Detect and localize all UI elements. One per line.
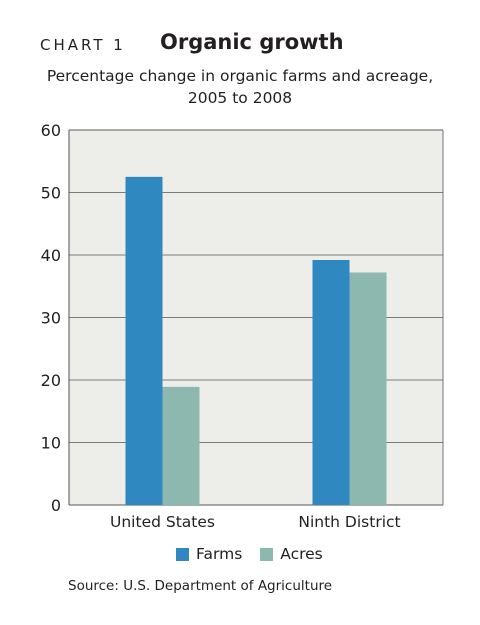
chart-number-label: CHART 1 (40, 36, 126, 54)
legend-swatch-farms (176, 547, 189, 561)
legend: Farms Acres (176, 545, 341, 563)
y-tick-label-60: 60 (41, 121, 61, 140)
bar-acres-ninth-district (349, 272, 387, 505)
y-tick-label-40: 40 (41, 246, 61, 265)
legend-swatch-acres (260, 547, 274, 561)
legend-label-farms: Farms (196, 545, 243, 563)
legend-item-acres: Acres (260, 545, 323, 563)
source-note: Source: U.S. Department of Agriculture (68, 578, 333, 594)
chart-subtitle-line2: 2005 to 2008 (187, 89, 293, 107)
y-tick-label-20: 20 (41, 371, 61, 390)
bar-acres-united-states (162, 386, 200, 505)
bar-farms-ninth-district (312, 260, 350, 505)
x-tick-label-united-states: United States (110, 513, 215, 531)
legend-label-acres: Acres (280, 545, 323, 563)
legend-item-farms: Farms (176, 545, 242, 563)
chart-title: Organic growth (160, 30, 344, 54)
y-tick-label-0: 0 (51, 496, 61, 515)
y-tick-label-50: 50 (41, 184, 61, 203)
chart-subtitle-line1: Percentage change in organic farms and a… (46, 67, 434, 85)
y-tick-label-10: 10 (41, 434, 61, 453)
x-tick-label-ninth-district: Ninth District (298, 513, 400, 531)
y-tick-label-30: 30 (41, 309, 61, 328)
bar-farms-united-states (125, 176, 163, 505)
